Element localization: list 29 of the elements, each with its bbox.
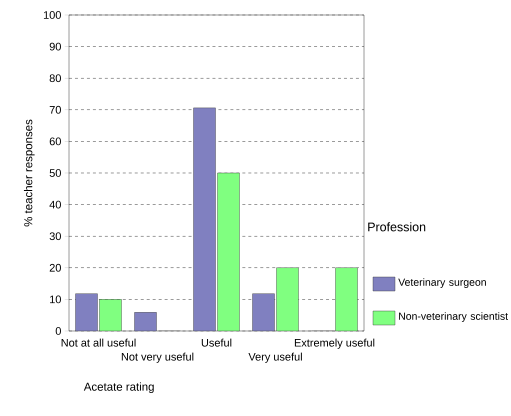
- x-tick-label: Not at all useful: [62, 338, 136, 347]
- x-axis-title: Acetate rating: [84, 382, 154, 394]
- y-tick-label: 20: [50, 264, 61, 272]
- x-tick-label: Very useful: [248, 352, 302, 363]
- y-tick-label: 90: [50, 42, 61, 50]
- y-tick-label: 70: [50, 106, 61, 114]
- y-tick-label: 10: [50, 296, 61, 304]
- x-tick-label: Not very useful: [122, 352, 194, 363]
- y-tick-label: 0: [56, 327, 61, 335]
- bar: [76, 294, 98, 331]
- y-tick-label: 30: [50, 232, 61, 240]
- legend-label: Non-veterinary scientist: [399, 312, 508, 322]
- bar: [335, 268, 358, 331]
- bar: [252, 294, 275, 331]
- y-axis-title: % teacher responses: [24, 120, 35, 226]
- bar: [217, 172, 240, 331]
- x-tick-label: Useful: [202, 338, 232, 347]
- legend-label: Veterinary surgeon: [398, 278, 486, 288]
- y-tick-label: 80: [50, 74, 61, 82]
- bar: [99, 299, 122, 331]
- x-tick-label: Extremely useful: [294, 338, 374, 349]
- y-tick-label: 100: [44, 11, 61, 19]
- bar: [194, 108, 216, 331]
- y-tick-label: 40: [49, 200, 61, 208]
- bar: [134, 312, 157, 331]
- y-tick-label: 50: [50, 169, 61, 177]
- legend-title: Profession: [368, 222, 426, 232]
- y-tick-label: 60: [50, 138, 61, 146]
- bar: [276, 268, 298, 331]
